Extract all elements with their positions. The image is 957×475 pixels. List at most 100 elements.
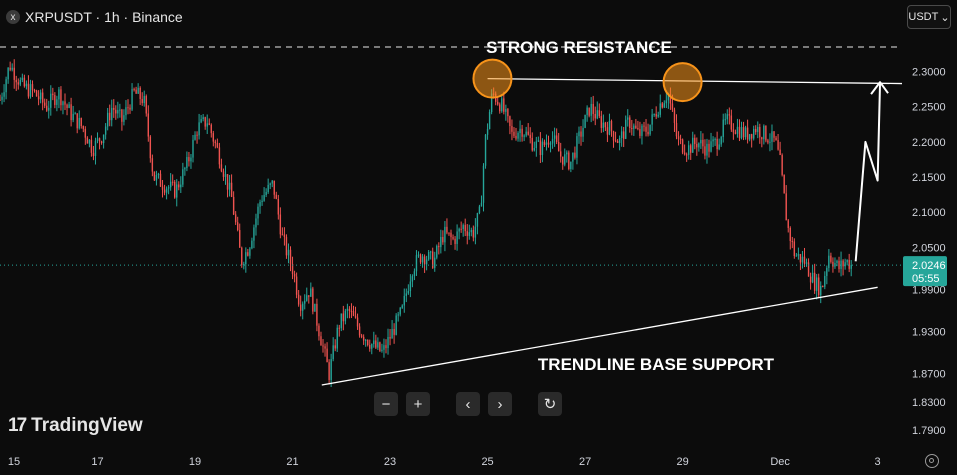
candle-body [326, 348, 328, 363]
candle-body [574, 152, 576, 158]
candle-body [551, 138, 554, 144]
candle-body [757, 126, 759, 133]
candle-body [194, 134, 196, 140]
candle-body [600, 116, 603, 128]
candle-body [610, 120, 613, 132]
candle-body [387, 336, 389, 349]
candle-body [352, 311, 355, 316]
candle-body [448, 232, 450, 234]
x-tick-label: 3 [875, 456, 881, 468]
candle-body [259, 201, 261, 207]
candle-body [555, 135, 558, 142]
candle-body [322, 345, 324, 347]
gear-icon[interactable] [925, 454, 939, 468]
candle-body [143, 96, 145, 104]
candle-body [525, 131, 527, 136]
zoom-out-button[interactable]: − [374, 392, 398, 416]
candle-body [742, 127, 745, 138]
candle-body [234, 214, 237, 223]
candle-body [462, 225, 464, 230]
reset-chart-button[interactable]: ↻ [538, 392, 562, 416]
candle-body [299, 304, 302, 311]
candle-body [151, 158, 154, 172]
x-tick-label: 19 [189, 456, 201, 468]
candle-body [667, 94, 670, 101]
close-icon[interactable]: x [6, 10, 20, 24]
candle-body [133, 89, 135, 91]
candle-body [241, 247, 243, 265]
candle-body [202, 117, 204, 120]
symbol-title[interactable]: XRPUSDT · 1h · Binance [25, 9, 183, 25]
candle-body [631, 127, 633, 129]
candle-body [781, 155, 783, 175]
candle-body [70, 104, 72, 121]
candle-body [293, 273, 296, 277]
candle-body [35, 90, 38, 97]
candle-body [297, 294, 300, 305]
candle-body [5, 79, 7, 93]
y-tick-label: 1.7900 [912, 425, 946, 437]
projection-arrowhead [870, 81, 889, 95]
support-label: TRENDLINE BASE SUPPORT [538, 355, 775, 374]
candle-body [696, 143, 698, 148]
candle-body [769, 141, 771, 143]
candle-body [324, 346, 326, 349]
candle-body [746, 127, 749, 140]
scroll-right-button[interactable]: › [488, 392, 512, 416]
candle-body [822, 286, 824, 288]
candle-body [340, 313, 342, 329]
candle-body [283, 234, 286, 238]
candle-body [539, 140, 542, 156]
candle-body [557, 141, 560, 152]
candle-body [239, 230, 241, 248]
candle-body [375, 340, 377, 348]
candle-body [332, 345, 334, 360]
candle-body [232, 196, 235, 215]
candle-body [334, 345, 336, 349]
candle-body [66, 104, 68, 108]
candle-body [444, 226, 446, 243]
candle-body [456, 231, 458, 244]
candle-body [206, 123, 208, 127]
candle-body [88, 139, 91, 144]
zoom-in-button[interactable]: + [406, 392, 430, 416]
currency-selector[interactable]: USDT ⌄ [907, 5, 951, 29]
candle-body [267, 184, 269, 193]
candles-layer [0, 59, 852, 388]
candle-body [608, 120, 611, 135]
candle-body [100, 141, 103, 144]
candle-body [671, 103, 674, 110]
candle-body [543, 141, 546, 145]
candle-body [397, 314, 399, 316]
candle-body [125, 107, 127, 116]
candle-body [405, 293, 408, 296]
candle-body [547, 142, 550, 145]
candle-body [706, 143, 708, 156]
candle-body [159, 173, 162, 187]
candle-body [381, 349, 383, 351]
candle-body [452, 237, 454, 239]
candle-body [218, 147, 221, 165]
candle-body [694, 137, 696, 144]
candle-body [535, 141, 538, 149]
candle-body [198, 122, 200, 136]
candle-body [29, 84, 32, 97]
candle-body [710, 141, 712, 152]
candle-body [602, 122, 605, 128]
candle-body [488, 112, 491, 130]
candle-body [645, 126, 647, 132]
candle-body [306, 295, 308, 301]
candle-body [442, 236, 444, 243]
candle-body [127, 107, 129, 109]
tradingview-logo[interactable]: 17 TradingView [8, 415, 143, 437]
candle-body [572, 152, 574, 162]
candle-body [515, 135, 517, 139]
candle-body [679, 139, 682, 141]
candle-body [395, 315, 397, 335]
candle-body [832, 261, 834, 267]
scroll-left-button[interactable]: ‹ [456, 392, 480, 416]
candle-body [793, 241, 796, 256]
candle-body [295, 276, 298, 295]
y-tick-label: 1.9900 [912, 284, 946, 296]
